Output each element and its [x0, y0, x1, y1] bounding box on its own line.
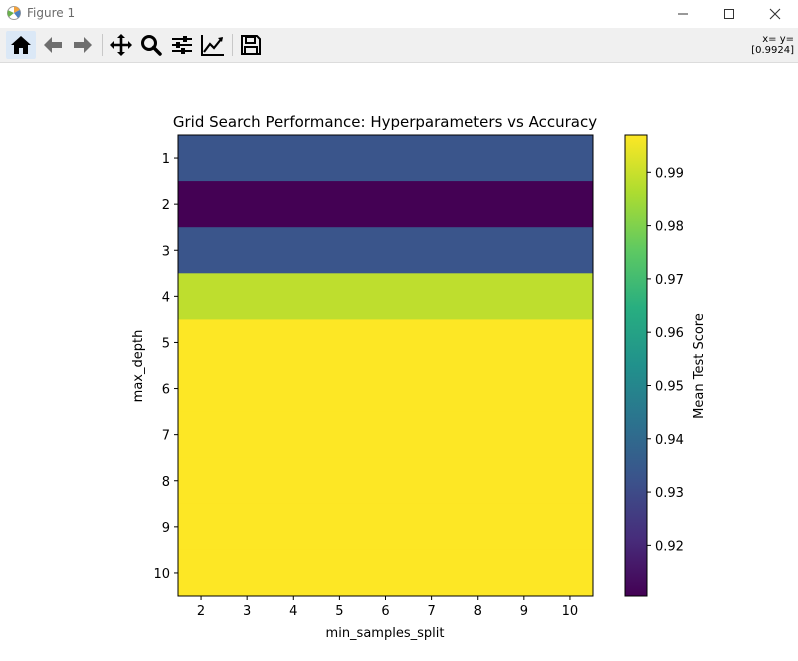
y-tick-label: 5 [162, 336, 170, 351]
configure-subplots-icon [172, 36, 192, 54]
close-button[interactable] [752, 0, 798, 28]
colorbar-tick-label: 0.94 [655, 433, 684, 448]
back-arrow-icon [44, 37, 62, 53]
y-tick-label: 1 [162, 152, 170, 167]
edit-axis-button[interactable] [198, 31, 228, 59]
title-bar: Figure 1 [0, 0, 798, 28]
colorbar-tick-label: 0.98 [655, 220, 684, 235]
x-tick-label: 3 [243, 604, 251, 619]
y-tick-label: 8 [162, 475, 170, 490]
heatmap-row [178, 457, 593, 505]
colorbar-tick-label: 0.99 [655, 166, 684, 181]
heatmap-row [178, 411, 593, 459]
x-tick-label: 2 [197, 604, 205, 619]
heatmap-row [178, 365, 593, 413]
colorbar-tick-label: 0.97 [655, 273, 684, 288]
y-tick-label: 3 [162, 244, 170, 259]
pan-icon [110, 34, 132, 56]
toolbar-separator [232, 34, 233, 56]
matplotlib-app-icon [7, 6, 21, 20]
heatmap [178, 135, 593, 597]
maximize-button[interactable] [706, 0, 752, 28]
heatmap-row [178, 181, 593, 228]
colorbar-tick-label: 0.92 [655, 539, 684, 554]
save-button[interactable] [236, 31, 266, 59]
coords-line-1: x= y= [762, 34, 794, 45]
x-axis: 2 3 4 5 6 7 8 9 10 [197, 596, 578, 619]
back-button[interactable] [38, 31, 68, 59]
x-tick-label: 7 [427, 604, 435, 619]
y-tick-label: 4 [162, 290, 170, 305]
y-tick-label: 10 [153, 567, 170, 582]
home-button[interactable] [6, 31, 36, 59]
zoom-button[interactable] [136, 31, 166, 59]
heatmap-row [178, 503, 593, 551]
x-tick-label: 5 [335, 604, 343, 619]
x-tick-label: 9 [520, 604, 528, 619]
colorbar-axis: 0.92 0.93 0.94 0.95 0.96 0.97 0.98 0.99 [647, 166, 684, 554]
minimize-icon [678, 13, 688, 15]
home-icon [11, 36, 31, 54]
chart-title: Grid Search Performance: Hyperparameters… [173, 113, 597, 131]
colorbar [624, 134, 648, 597]
y-tick-label: 7 [162, 429, 170, 444]
cursor-coordinates: x= y= [0.9924] [751, 34, 794, 56]
y-tick-label: 9 [162, 521, 170, 536]
x-tick-label: 4 [289, 604, 297, 619]
close-icon [769, 8, 781, 20]
pan-button[interactable] [106, 31, 136, 59]
forward-button[interactable] [68, 31, 98, 59]
minimize-button[interactable] [660, 0, 706, 28]
heatmap-row [178, 135, 593, 182]
x-tick-label: 6 [381, 604, 389, 619]
zoom-icon [141, 35, 162, 56]
heatmap-row [178, 549, 593, 597]
forward-arrow-icon [74, 37, 92, 53]
colorbar-tick-label: 0.93 [655, 486, 684, 501]
heatmap-row [178, 273, 593, 320]
save-icon [241, 35, 261, 55]
x-tick-label: 10 [562, 604, 579, 619]
edit-axis-icon [201, 35, 224, 56]
y-axis: 1 2 3 4 5 6 7 8 9 10 [153, 152, 178, 582]
navigation-toolbar [0, 28, 798, 63]
y-axis-label: max_depth [131, 330, 146, 403]
toolbar-separator [102, 34, 103, 56]
window-title: Figure 1 [27, 6, 76, 20]
x-tick-label: 8 [474, 604, 482, 619]
maximize-icon [724, 9, 734, 19]
colorbar-tick-label: 0.96 [655, 326, 684, 341]
coords-line-2: [0.9924] [751, 45, 794, 56]
y-tick-label: 2 [162, 198, 170, 213]
heatmap-row [178, 227, 593, 274]
heatmap-row [178, 319, 593, 366]
colorbar-tick-label: 0.95 [655, 379, 684, 394]
figure-canvas[interactable]: 2 3 4 5 6 7 8 9 10 1 2 3 4 5 6 7 8 9 10 Grid Search Perfo… [0, 63, 798, 661]
x-axis-label: min_samples_split [326, 626, 445, 641]
colorbar-label: Mean Test Score [692, 313, 707, 419]
configure-subplots-button[interactable] [167, 31, 197, 59]
y-tick-label: 6 [162, 383, 170, 398]
